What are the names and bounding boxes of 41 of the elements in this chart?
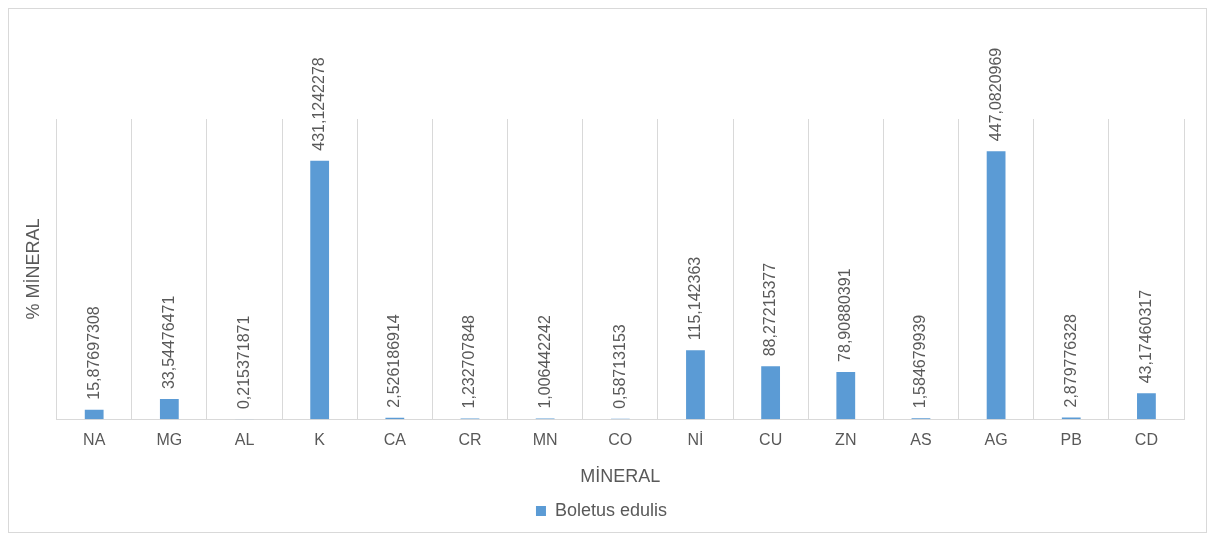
data-label: 0,58713153 bbox=[610, 324, 628, 409]
bar bbox=[84, 409, 104, 420]
x-tick-label: MN bbox=[532, 431, 558, 449]
bar bbox=[836, 371, 856, 420]
bar bbox=[310, 160, 330, 420]
data-label: 2,526186914 bbox=[385, 314, 403, 408]
data-label: 15,87697308 bbox=[84, 306, 102, 400]
y-axis-title: % MİNERAL bbox=[22, 218, 43, 320]
legend-label: Boletus edulis bbox=[554, 499, 668, 520]
x-tick-label: AG bbox=[984, 431, 1008, 449]
data-label: 1,006442242 bbox=[535, 315, 553, 409]
x-tick-label: ZN bbox=[835, 431, 857, 449]
x-tick-label: CA bbox=[383, 431, 407, 449]
data-label: 1,232707848 bbox=[460, 314, 478, 409]
data-label: 88,27215377 bbox=[761, 262, 779, 357]
data-label: 78,90880391 bbox=[836, 268, 854, 362]
x-tick-label: K bbox=[314, 431, 326, 449]
x-tick-label: AL bbox=[234, 431, 255, 449]
data-label: 33,54476471 bbox=[159, 295, 177, 390]
x-tick-label: AS bbox=[910, 431, 932, 449]
data-label: 115,142363 bbox=[685, 256, 703, 341]
x-tick-label: MG bbox=[156, 431, 183, 449]
bar bbox=[986, 151, 1006, 420]
x-tick-label: CO bbox=[608, 431, 633, 449]
data-label: 1,584679939 bbox=[911, 314, 929, 409]
data-label: 43,17460317 bbox=[1136, 289, 1154, 384]
data-label: 0,215371871 bbox=[234, 315, 252, 410]
x-tick-label: Nİ bbox=[687, 430, 704, 449]
x-tick-label: CD bbox=[1134, 431, 1158, 449]
data-label: 447,0820969 bbox=[986, 47, 1004, 142]
x-tick-label: CR bbox=[458, 431, 482, 449]
x-tick-label: NA bbox=[83, 431, 106, 449]
bar bbox=[761, 366, 781, 420]
bar bbox=[159, 399, 179, 420]
x-tick-label: PB bbox=[1060, 431, 1082, 449]
x-tick-label: CU bbox=[759, 431, 783, 449]
data-label: 2,879776328 bbox=[1061, 313, 1079, 408]
bar bbox=[686, 350, 705, 420]
data-label: 431,1242278 bbox=[310, 57, 328, 151]
x-axis-title: MİNERAL bbox=[580, 466, 661, 487]
bar bbox=[1137, 393, 1156, 420]
